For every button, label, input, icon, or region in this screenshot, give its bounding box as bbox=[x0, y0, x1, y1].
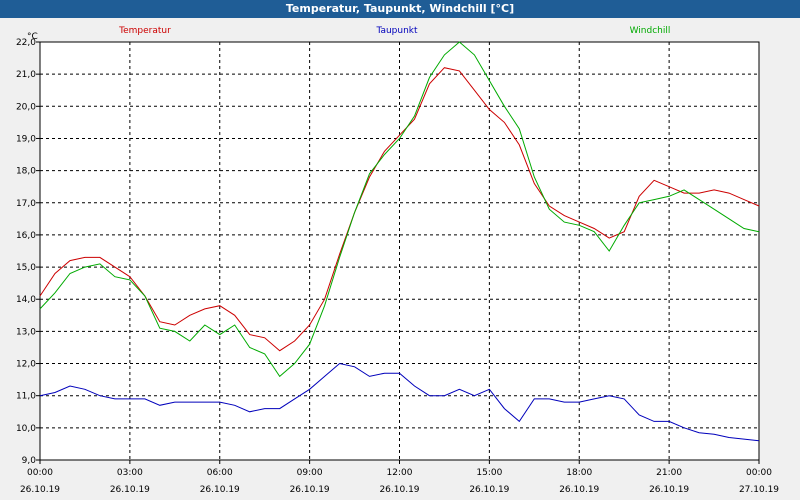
y-axis-label: °C bbox=[27, 32, 38, 42]
series-line-taupunkt bbox=[39, 362, 760, 442]
y-tick-label: 18,0 bbox=[16, 167, 36, 177]
y-tick-label: 13,0 bbox=[16, 327, 36, 337]
y-tick-label: 20,0 bbox=[16, 102, 36, 112]
y-tick-label: 16,0 bbox=[16, 231, 36, 241]
window-title: Temperatur, Taupunkt, Windchill [°C] bbox=[285, 2, 515, 15]
y-tick-label: 11,0 bbox=[16, 392, 36, 402]
x-tick-time: 12:00 bbox=[387, 468, 413, 478]
x-tick-time: 03:00 bbox=[117, 468, 143, 478]
x-tick-date: 26.10.19 bbox=[559, 485, 599, 495]
x-tick-date: 26.10.19 bbox=[649, 485, 689, 495]
x-tick-date: 26.10.19 bbox=[469, 485, 509, 495]
series-line-temperatur bbox=[39, 67, 760, 352]
y-tick-label: 9,0 bbox=[22, 456, 37, 466]
line-chart: 9,0 10,0 11,0 12,0 13,0 14,0 15,0 16,0 17,0 18,0 1… bbox=[16, 26, 779, 495]
y-tick-label: 14,0 bbox=[16, 295, 36, 305]
x-tick-date: 26.10.19 bbox=[200, 485, 240, 495]
legend: Temperatur Taupunkt Windchill bbox=[118, 26, 670, 36]
x-tick-time: 06:00 bbox=[207, 468, 233, 478]
legend-item-taupunkt: Taupunkt bbox=[375, 26, 418, 36]
y-tick-label: 17,0 bbox=[16, 199, 36, 209]
y-tick-label: 19,0 bbox=[16, 134, 36, 144]
x-tick-date: 26.10.19 bbox=[290, 485, 330, 495]
x-tick-date: 26.10.19 bbox=[110, 485, 150, 495]
x-axis: 00:00 26.10.19 03:00 26.10.19 06:00 26.10.19 0… bbox=[20, 460, 779, 495]
series-line-windchill bbox=[39, 41, 760, 378]
legend-item-windchill: Windchill bbox=[630, 26, 671, 36]
y-tick-label: 12,0 bbox=[16, 360, 36, 370]
x-tick-time: 18:00 bbox=[566, 468, 592, 478]
x-tick-time: 15:00 bbox=[476, 468, 502, 478]
grid-lines bbox=[40, 42, 759, 460]
y-tick-label: 15,0 bbox=[16, 263, 36, 273]
y-tick-label: 21,0 bbox=[16, 70, 36, 80]
x-tick-time: 00:00 bbox=[27, 468, 53, 478]
x-tick-time: 21:00 bbox=[656, 468, 682, 478]
x-tick-date: 26.10.19 bbox=[379, 485, 419, 495]
window-title-bar: Temperatur, Taupunkt, Windchill [°C] bbox=[0, 0, 800, 18]
x-tick-date: 27.10.19 bbox=[739, 485, 779, 495]
y-tick-label: 22,0 bbox=[16, 38, 36, 48]
series-lines bbox=[39, 41, 760, 442]
y-axis: 9,0 10,0 11,0 12,0 13,0 14,0 15,0 16,0 17,0 18,0 1… bbox=[16, 32, 40, 466]
x-tick-time: 09:00 bbox=[297, 468, 323, 478]
x-tick-time: 00:00 bbox=[746, 468, 772, 478]
legend-item-temperatur: Temperatur bbox=[118, 26, 171, 36]
x-tick-date: 26.10.19 bbox=[20, 485, 60, 495]
y-tick-label: 10,0 bbox=[16, 424, 36, 434]
